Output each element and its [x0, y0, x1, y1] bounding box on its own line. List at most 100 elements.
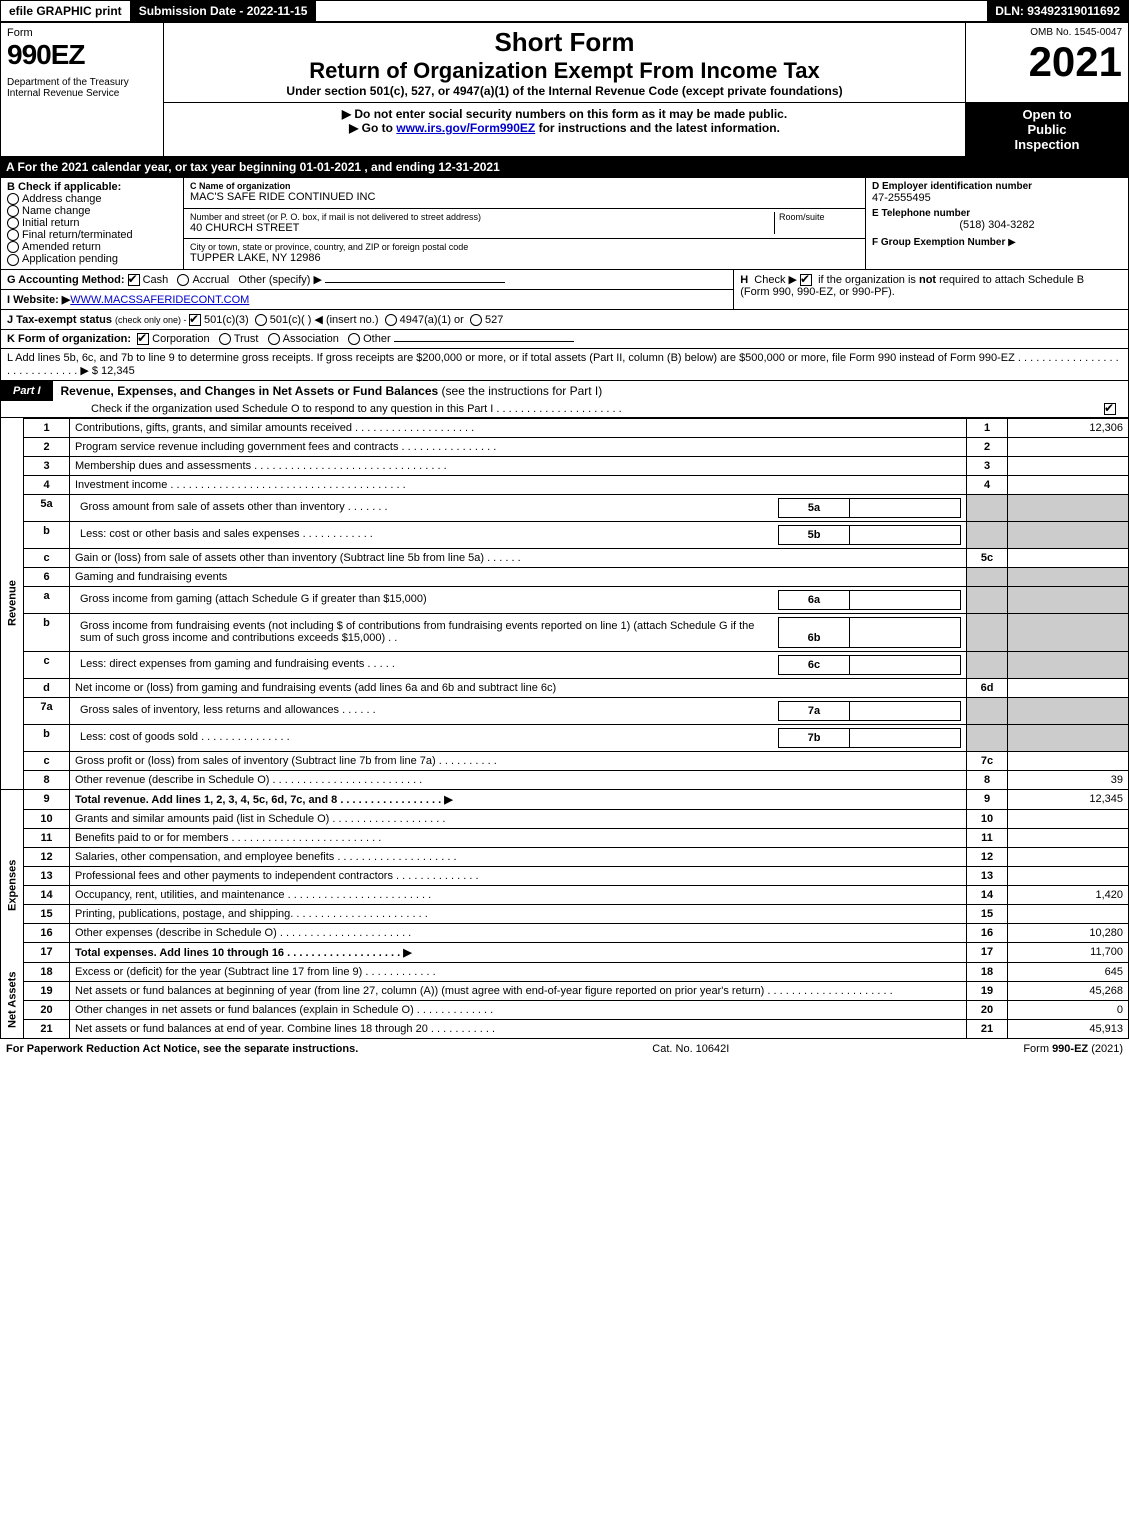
ln7a-ln — [967, 697, 1008, 724]
check-corp[interactable] — [137, 333, 149, 345]
ln6c-ln — [967, 651, 1008, 678]
ln14-n: 14 — [24, 885, 70, 904]
ln21-amt: 45,913 — [1008, 1019, 1129, 1038]
h-text1: Check ▶ — [754, 274, 797, 286]
ln9-ln: 9 — [967, 789, 1008, 809]
efile-label[interactable]: efile GRAPHIC print — [1, 1, 131, 21]
check-final-return[interactable]: Final return/terminated — [7, 229, 177, 241]
side-expenses: Expenses — [1, 809, 24, 962]
ln7b-amt — [1008, 724, 1129, 751]
k-other-line[interactable] — [394, 341, 574, 342]
check-schedule-o[interactable] — [1104, 403, 1116, 415]
ln17-ln: 17 — [967, 942, 1008, 962]
ln6b-amt — [1008, 613, 1129, 651]
ln3-d: Membership dues and assessments . . . . … — [70, 456, 967, 475]
ln7c-amt — [1008, 751, 1129, 770]
sub-title-1: Under section 501(c), 527, or 4947(a)(1)… — [170, 84, 959, 98]
h-text4: (Form 990, 990-EZ, or 990-PF). — [740, 286, 895, 298]
j-opt1: 501(c)(3) — [204, 314, 249, 326]
check-527[interactable] — [470, 314, 482, 326]
ln5b-n: b — [24, 521, 70, 548]
check-initial-return[interactable]: Initial return — [7, 217, 177, 229]
part-i-table: Revenue 1 Contributions, gifts, grants, … — [0, 418, 1129, 1039]
main-title: Return of Organization Exempt From Incom… — [170, 58, 959, 84]
other-specify-line[interactable] — [325, 282, 505, 283]
ln7b-row: Less: cost of goods sold . . . . . . . .… — [70, 724, 967, 751]
ln7c-ln: 7c — [967, 751, 1008, 770]
ln5c-n: c — [24, 548, 70, 567]
ln4-n: 4 — [24, 475, 70, 494]
ln7a-row: Gross sales of inventory, less returns a… — [70, 697, 967, 724]
ln12-n: 12 — [24, 847, 70, 866]
j-tiny: (check only one) - — [115, 315, 189, 325]
city-value: TUPPER LAKE, NY 12986 — [190, 252, 859, 264]
ln9-n: 9 — [24, 789, 70, 809]
ln5b-amt — [1008, 521, 1129, 548]
check-other-k[interactable] — [348, 333, 360, 345]
ln18-ln: 18 — [967, 962, 1008, 981]
open-to: Open to — [972, 107, 1122, 122]
footer-right: Form 990-EZ (2021) — [1023, 1043, 1123, 1055]
section-k: K Form of organization: Corporation Trus… — [0, 330, 1129, 349]
ln6a-n: a — [24, 586, 70, 613]
page-footer: For Paperwork Reduction Act Notice, see … — [0, 1039, 1129, 1059]
ln6-amt — [1008, 567, 1129, 586]
check-501c[interactable] — [255, 314, 267, 326]
entity-info: B Check if applicable: Address change Na… — [0, 177, 1129, 270]
ln6d-ln: 6d — [967, 678, 1008, 697]
ln6d-n: d — [24, 678, 70, 697]
irs-label: Internal Revenue Service — [7, 88, 157, 99]
check-address-change[interactable]: Address change — [7, 193, 177, 205]
check-schedule-b[interactable] — [800, 274, 812, 286]
website-link[interactable]: WWW.MACSSAFERIDECONT.COM — [70, 294, 249, 306]
ln18-d: Excess or (deficit) for the year (Subtra… — [70, 962, 967, 981]
section-i-label: I Website: ▶ — [7, 294, 70, 306]
ln5a-row: Gross amount from sale of assets other t… — [70, 494, 967, 521]
dept-label: Department of the Treasury — [7, 77, 157, 88]
ln6-d: Gaming and fundraising events — [70, 567, 967, 586]
k-assoc: Association — [283, 333, 339, 345]
ln8-amt: 39 — [1008, 770, 1129, 789]
ln5a-amt — [1008, 494, 1129, 521]
ln14-ln: 14 — [967, 885, 1008, 904]
check-501c3[interactable] — [189, 314, 201, 326]
irs-link[interactable]: www.irs.gov/Form990EZ — [396, 121, 535, 135]
check-accrual[interactable] — [177, 274, 189, 286]
line-a: A For the 2021 calendar year, or tax yea… — [0, 157, 1129, 177]
check-amended[interactable]: Amended return — [7, 241, 177, 253]
check-name-change[interactable]: Name change — [7, 205, 177, 217]
ln12-amt — [1008, 847, 1129, 866]
ln4-amt — [1008, 475, 1129, 494]
topbar-spacer — [316, 1, 987, 21]
ln21-d: Net assets or fund balances at end of ye… — [70, 1019, 967, 1038]
ln1-ln: 1 — [967, 418, 1008, 437]
ln14-amt: 1,420 — [1008, 885, 1129, 904]
ln7c-d: Gross profit or (loss) from sales of inv… — [70, 751, 967, 770]
footer-mid: Cat. No. 10642I — [652, 1043, 729, 1055]
ln15-n: 15 — [24, 904, 70, 923]
h-text3: required to attach Schedule B — [936, 274, 1084, 286]
ln6a-ln — [967, 586, 1008, 613]
sub-title-3: ▶ Go to www.irs.gov/Form990EZ for instru… — [170, 121, 959, 135]
ln17-d: Total expenses. Add lines 10 through 16 … — [70, 942, 967, 962]
check-trust[interactable] — [219, 333, 231, 345]
name-label: C Name of organization — [190, 181, 859, 191]
ln18-amt: 645 — [1008, 962, 1129, 981]
check-cash[interactable] — [128, 274, 140, 286]
ln17-amt: 11,700 — [1008, 942, 1129, 962]
opt-app-pending: Application pending — [22, 253, 118, 265]
check-app-pending[interactable]: Application pending — [7, 253, 177, 265]
ln2-amt — [1008, 437, 1129, 456]
ln20-ln: 20 — [967, 1000, 1008, 1019]
ln5b-subamt — [850, 525, 961, 544]
ln18-n: 18 — [24, 962, 70, 981]
ln7b-subamt — [850, 728, 961, 747]
ln2-ln: 2 — [967, 437, 1008, 456]
ln9-d: Total revenue. Add lines 1, 2, 3, 4, 5c,… — [70, 789, 967, 809]
ln20-d: Other changes in net assets or fund bala… — [70, 1000, 967, 1019]
check-4947[interactable] — [385, 314, 397, 326]
ln11-ln: 11 — [967, 828, 1008, 847]
check-assoc[interactable] — [268, 333, 280, 345]
section-j: J Tax-exempt status (check only one) - 5… — [0, 310, 1129, 330]
ln6-ln — [967, 567, 1008, 586]
